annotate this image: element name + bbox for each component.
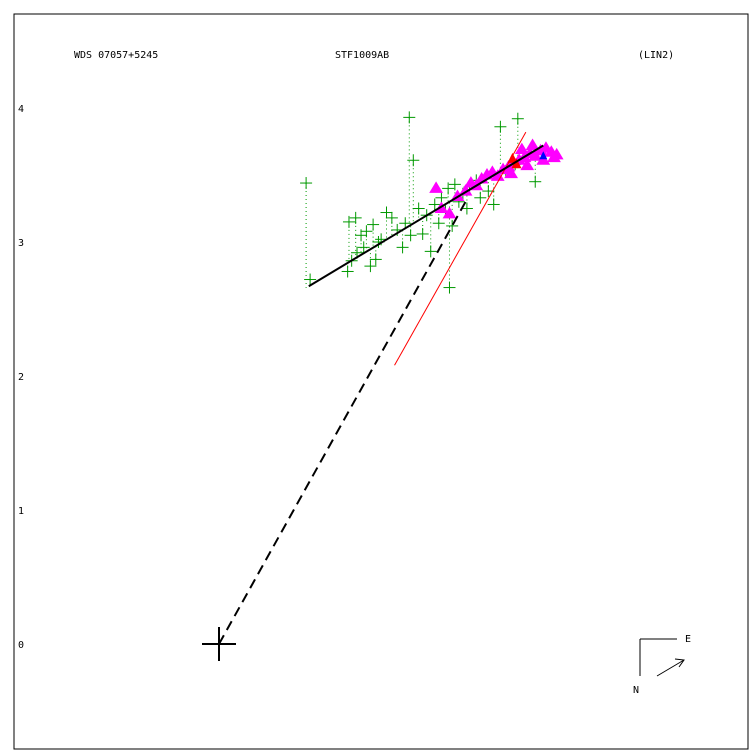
micrometer-point [443,281,456,294]
micrometer-point [432,217,445,230]
recent-point [511,158,522,169]
compass-arrowhead-icon [674,658,685,668]
micrometer-point [369,253,382,266]
micrometer-point [448,178,461,191]
blue-point [539,151,548,160]
micrometer-point [428,198,441,211]
micrometer-point [442,182,455,195]
micrometer-point [403,111,416,124]
micrometer-point [412,202,425,215]
speckle-point [525,138,540,151]
micrometer-point [446,219,459,232]
micrometer-point [380,206,393,219]
primary-star-marker [202,627,236,661]
speckle-point [442,206,457,219]
micrometer-point [404,229,417,242]
micrometer-point [474,191,487,204]
micrometer-point [529,175,542,188]
micrometer-point [407,154,420,167]
speckle-point [429,181,443,193]
micrometer-point [357,241,370,254]
micrometer-point [367,218,380,231]
y-tick-label: 3 [18,238,24,249]
micrometer-point [342,215,355,228]
micrometer-point [364,260,377,273]
speckle-observations [429,138,564,219]
micrometer-point [360,225,373,238]
micrometer-point [349,211,362,224]
speckle-point [536,153,551,165]
compass-north-label: N [633,685,639,696]
fit-line [308,144,544,288]
micrometer-point [341,265,354,278]
header-wds-id: WDS 07057+5245 [74,50,158,61]
primary-to-companion-dashed-line [218,201,467,645]
header-pair-name: STF1009AB [335,50,389,61]
micrometer-point [494,120,507,133]
y-tick-label: 1 [18,506,24,517]
micrometer-point [416,227,429,240]
y-tick-labels: 0 1 2 3 4 [18,104,24,651]
speckle-point [514,142,529,155]
plot-frame [13,13,749,750]
speckle-point [547,150,561,163]
micrometer-point [304,273,317,286]
y-tick-label: 2 [18,372,24,383]
compass-east-label: E [685,634,691,645]
micrometer-point [424,245,437,258]
micrometer-point [487,198,500,211]
speckle-point [504,166,519,179]
header-orbit-code: (LIN2) [638,50,674,61]
linear-motion-line [394,131,527,366]
micrometer-point [300,177,313,190]
y-tick-label: 0 [18,640,24,651]
compass-direction-arrow [656,659,685,677]
micrometer-point [396,241,409,254]
blue-observations [539,151,548,160]
y-tick-label: 4 [18,104,24,115]
micrometer-point [511,112,524,125]
compass: E N [633,634,691,696]
micrometer-point [385,211,398,224]
speckle-point [520,158,535,171]
micrometer-observations [300,111,542,294]
